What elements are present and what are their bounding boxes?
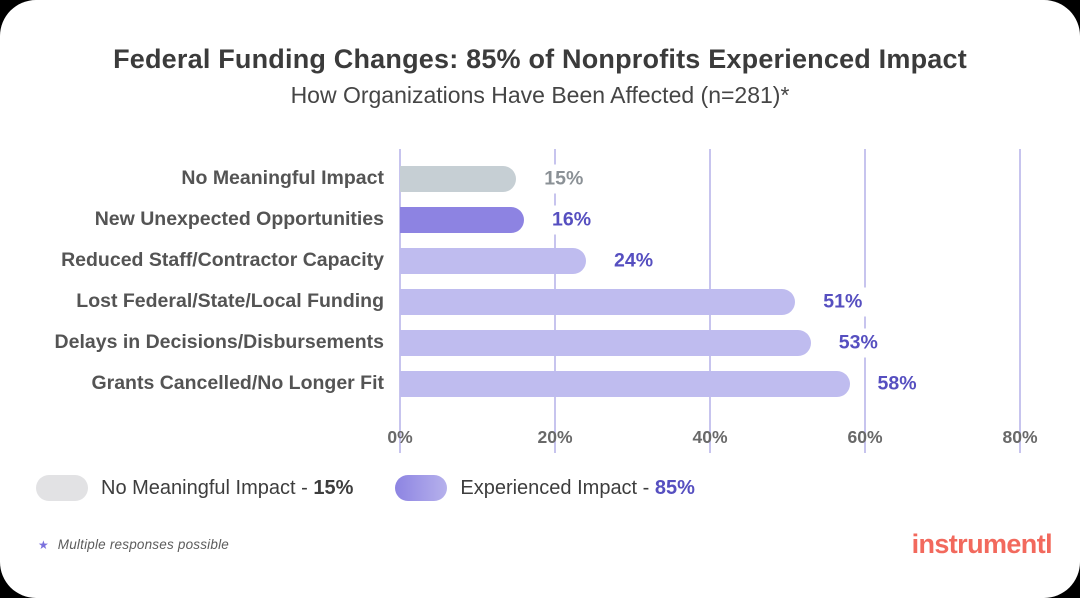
chart-header: Federal Funding Changes: 85% of Nonprofi…: [0, 0, 1080, 109]
gridline-80: [1019, 149, 1021, 453]
bar-row: Reduced Staff/Contractor Capacity 24%: [0, 240, 1080, 281]
bar-chart: No Meaningful Impact 15% New Unexpected Op…: [0, 149, 1080, 453]
bar: [400, 370, 850, 397]
legend-label-text: No Meaningful Impact -: [101, 476, 314, 499]
category-label: No Meaningful Impact: [181, 167, 384, 189]
bar-row: Grants Cancelled/No Longer Fit 58%: [0, 363, 1080, 404]
value-label: 51%: [817, 287, 869, 316]
legend-swatch-gray: [36, 475, 88, 501]
x-tick-label: 20%: [537, 427, 573, 447]
value-label: 58%: [871, 369, 923, 398]
legend-item: No Meaningful Impact - 15%: [36, 475, 353, 501]
bar-row: New Unexpected Opportunities 16%: [0, 199, 1080, 240]
bar-row: Delays in Decisions/Disbursements 53%: [0, 322, 1080, 363]
bar-track: 53%: [400, 328, 1020, 357]
bar-track: 58%: [400, 369, 1020, 398]
bar-track: 15%: [400, 164, 1020, 193]
footnote: ★ Multiple responses possible: [38, 537, 229, 552]
value-label: 24%: [608, 246, 660, 275]
footnote-text: Multiple responses possible: [57, 537, 230, 552]
x-tick-label: 60%: [847, 427, 883, 447]
bar-rows: No Meaningful Impact 15% New Unexpected Op…: [0, 149, 1080, 419]
footer: ★ Multiple responses possible instrument…: [0, 529, 1080, 560]
x-axis: 0% 20% 40% 60% 80%: [387, 419, 1037, 453]
bar: [400, 165, 517, 192]
category-label: Reduced Staff/Contractor Capacity: [61, 249, 384, 271]
instrumentl-logo: instrumentl: [911, 529, 1053, 559]
legend-label-text: Experienced Impact -: [460, 476, 655, 499]
bar-track: 16%: [400, 205, 1020, 234]
chart-subtitle: How Organizations Have Been Affected (n=…: [290, 82, 790, 108]
category-label: Grants Cancelled/No Longer Fit: [91, 372, 384, 394]
bar: [400, 329, 811, 356]
x-tick-label: 80%: [1002, 427, 1038, 447]
legend-value: 15%: [313, 476, 354, 499]
chart-title: Federal Funding Changes: 85% of Nonprofi…: [113, 44, 967, 74]
value-label: 15%: [538, 164, 590, 193]
bar-row: Lost Federal/State/Local Funding 51%: [0, 281, 1080, 322]
category-label: Lost Federal/State/Local Funding: [76, 290, 384, 312]
legend: No Meaningful Impact - 15% Experienced I…: [36, 475, 1080, 501]
asterisk-star-icon: ★: [38, 537, 49, 552]
bar: [400, 288, 796, 315]
x-tick-label: 0%: [387, 427, 413, 447]
bar-track: 51%: [400, 287, 1020, 316]
legend-item: Experienced Impact - 85%: [395, 475, 695, 501]
bar: [400, 247, 586, 274]
value-label: 53%: [832, 328, 884, 357]
legend-label: No Meaningful Impact - 15%: [101, 477, 353, 500]
category-label: Delays in Decisions/Disbursements: [54, 331, 384, 353]
bar: [400, 206, 524, 233]
value-label: 16%: [546, 205, 598, 234]
legend-swatch-purple: [395, 475, 448, 501]
bar-row: No Meaningful Impact 15%: [0, 158, 1080, 199]
legend-value: 85%: [654, 476, 695, 499]
category-label: New Unexpected Opportunities: [94, 208, 384, 230]
legend-label: Experienced Impact - 85%: [460, 477, 695, 500]
x-tick-label: 40%: [692, 427, 728, 447]
bar-track: 24%: [400, 246, 1020, 275]
